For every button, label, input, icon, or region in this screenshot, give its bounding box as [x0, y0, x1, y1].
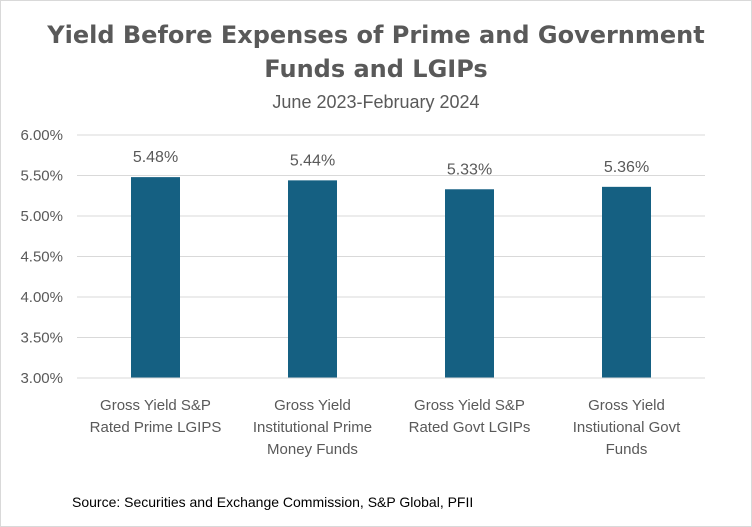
x-tick-label-line: Gross Yield [274, 397, 351, 414]
chart-title-line-1: Yield Before Expenses of Prime and Gover… [47, 21, 705, 49]
x-tick-label: Gross Yield S&P Rated Prime LGIPS [90, 397, 222, 436]
x-tick-label-line: Gross Yield S&P [414, 397, 525, 414]
x-tick-label-line: Funds [606, 441, 648, 458]
bar [288, 180, 337, 378]
bar [445, 189, 494, 378]
chart-subtitle: June 2023-February 2024 [272, 92, 480, 112]
x-tick-label: Gross Yield Instiutional Govt Funds [573, 397, 681, 458]
x-tick-label-line: Instiutional Govt [573, 419, 681, 436]
x-tick-label-line: Rated Prime LGIPS [90, 419, 222, 436]
source-note: Source: Securities and Exchange Commissi… [72, 494, 474, 510]
x-tick-label: Gross Yield S&P Rated Govt LGIPs [409, 397, 531, 436]
x-tick-label-line: Gross Yield [588, 397, 665, 414]
bar [602, 186, 651, 378]
y-tick-label: 4.50% [20, 249, 63, 266]
chart-title-line-2: Funds and LGIPs [264, 55, 488, 83]
x-tick-label-line: Institutional Prime [253, 419, 372, 436]
y-tick-label: 4.00% [20, 289, 63, 306]
x-tick-label-line: Gross Yield S&P [100, 397, 211, 414]
chart-title: Yield Before Expenses of Prime and Gover… [0, 18, 752, 86]
data-label: 5.44% [290, 152, 335, 169]
x-tick-label: Gross Yield Institutional Prime Money Fund… [253, 397, 372, 458]
x-tick-label-line: Rated Govt LGIPs [409, 419, 531, 436]
y-tick-label: 3.50% [20, 330, 63, 347]
y-tick-label: 6.00% [20, 127, 63, 144]
data-label: 5.36% [604, 159, 649, 176]
bar [131, 177, 180, 378]
x-tick-label-line: Money Funds [267, 441, 358, 458]
data-label: 5.48% [133, 149, 178, 166]
y-tick-label: 5.00% [20, 208, 63, 225]
y-tick-label: 3.00% [20, 370, 63, 387]
y-tick-label: 5.50% [20, 168, 63, 185]
data-label: 5.33% [447, 161, 492, 178]
